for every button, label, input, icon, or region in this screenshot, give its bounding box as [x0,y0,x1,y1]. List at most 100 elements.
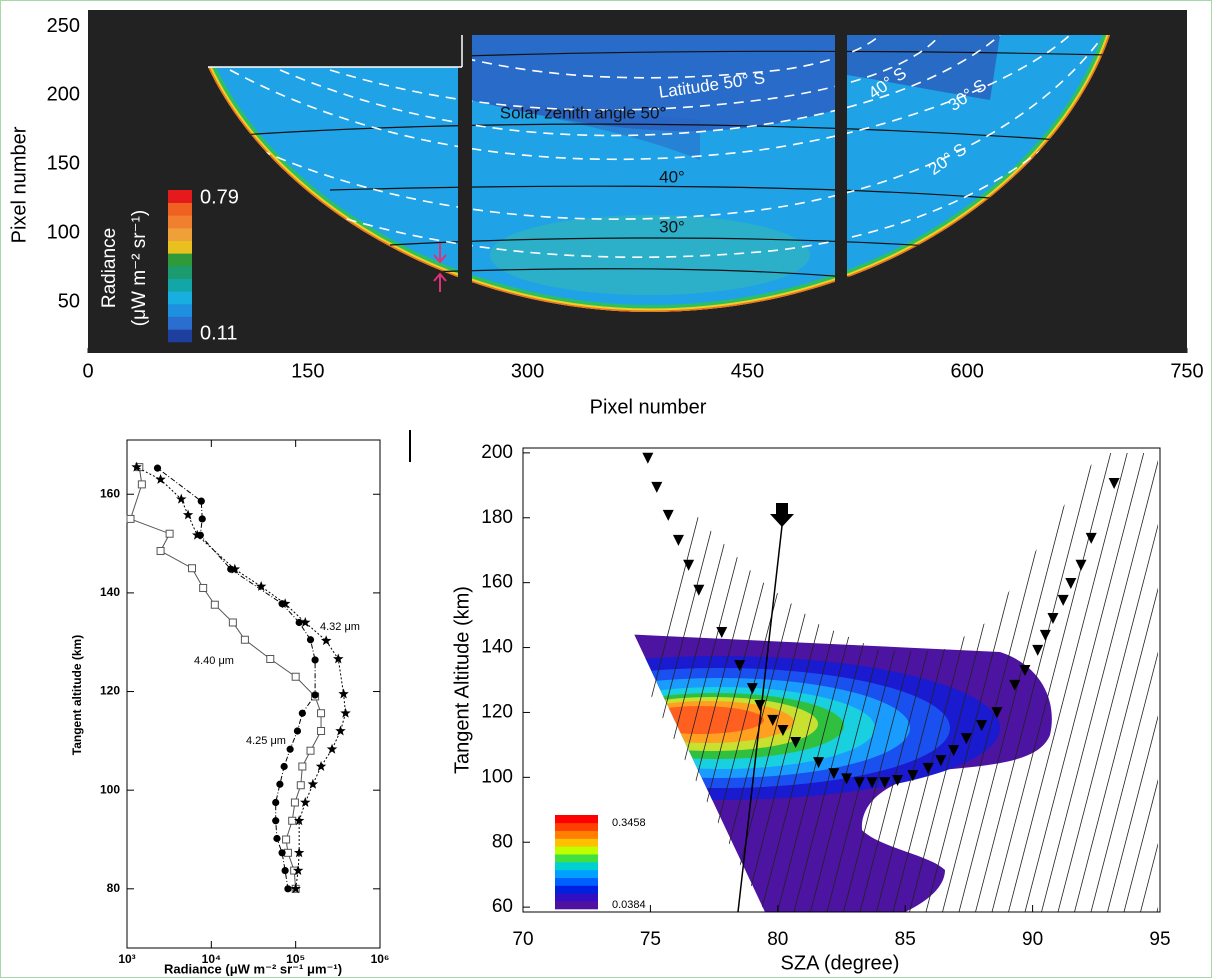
marker [306,636,315,644]
marker [290,798,299,807]
x-tick-label: 750 [1170,360,1203,382]
colorbar-swatch [555,877,598,886]
x-tick-label: 10⁵ [286,952,305,966]
marker [651,481,663,493]
colorbar-label: (μW m⁻² sr⁻¹) [129,210,150,326]
colorbar-swatch [555,901,598,910]
sight-line [1024,453,1146,912]
y-tick-label: 120 [100,684,120,698]
latitude-lines [208,35,1101,259]
marker [1009,679,1021,691]
marker [1032,644,1044,656]
marker [1039,629,1051,641]
colorbar-swatch [168,240,192,254]
y-tick-label: 80 [107,881,121,895]
marker [278,600,286,608]
marker [948,745,960,757]
colorbar-swatch [555,815,598,824]
y-tick-label: 140 [481,637,513,658]
marker [293,847,305,858]
y-tick-label: 100 [100,782,120,796]
map-gap [835,32,847,282]
x-tick-label: 300 [511,360,544,382]
x-tick-label: 150 [291,360,324,382]
marker [197,497,205,505]
marker [922,762,934,774]
y-tick-label: 150 [47,153,80,175]
marker [196,531,204,539]
marker [767,714,779,726]
marker [293,727,302,735]
marker [282,835,291,844]
highlight-line [737,525,783,913]
x-tick-label: 90 [1022,929,1043,950]
colorbar-tick-label: 0.3458 [612,817,646,829]
annotation: Solar zenith angle 50° [500,103,667,122]
marker [199,583,208,592]
marker [790,736,802,748]
marker [290,883,301,894]
x-axis-label: Pixel number [590,396,707,418]
marker [866,777,878,789]
contour-line [429,268,881,281]
map-gap [458,32,472,314]
x-tick-label: 85 [895,929,916,950]
marker [734,660,746,672]
marker [298,709,306,717]
marker [165,529,174,538]
y-tick-label: 120 [481,701,513,722]
marker [320,635,332,646]
marker [278,849,286,857]
x-tick-label: 75 [640,929,661,950]
marker [286,745,294,753]
colorbar-swatch [555,846,598,855]
sight-line [1090,453,1158,912]
marker [156,546,165,555]
annotation: 40° [659,167,685,186]
marker [176,493,187,504]
colorbar-swatch [168,253,192,267]
marker [841,773,853,785]
x-tick-label: 450 [731,360,764,382]
marker [291,672,300,681]
marker [662,509,674,521]
y-tick-label: 100 [47,221,80,243]
marker [746,683,758,695]
marker [296,781,305,790]
marker [340,707,351,718]
latitude-line [279,35,1001,137]
marker [1108,478,1120,490]
x-tick-label: 80 [767,929,788,950]
marker [280,762,288,771]
marker [188,564,197,573]
marker [306,746,315,755]
x-tick-label: 0 [82,360,93,382]
markers [642,452,1120,789]
latitude-line [219,89,1101,259]
contour-line [239,123,1061,141]
marker [284,885,292,893]
marker [210,600,219,609]
marker [991,707,1003,719]
y-tick-label: 80 [492,831,513,852]
sight-line [1107,453,1158,912]
sight-line [1123,453,1158,912]
marker [182,509,194,520]
y-tick-label: 160 [100,486,120,500]
marker [935,755,947,767]
marker [642,452,654,464]
marker [317,726,326,735]
x-tick-label: 70 [512,929,533,950]
marker [311,656,319,664]
series-label: 4.25 μm [246,735,286,747]
series-line [157,467,316,889]
marker [311,691,319,699]
colorbar-swatch [168,291,192,305]
colorbar-swatch [168,329,192,343]
plot-frame [522,447,1161,913]
marker [137,480,146,489]
marker [228,618,237,627]
marker [1019,664,1031,676]
marker [333,653,344,664]
